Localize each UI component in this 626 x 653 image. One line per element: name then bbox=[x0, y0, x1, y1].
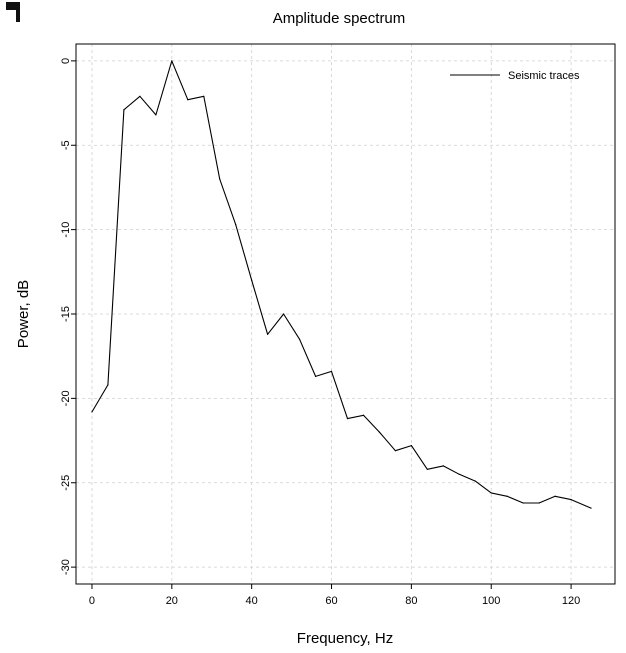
data-point bbox=[378, 431, 381, 433]
data-point bbox=[426, 468, 428, 470]
x-axis-label: Frequency, Hz bbox=[297, 630, 393, 647]
data-point bbox=[346, 418, 349, 420]
data-point bbox=[590, 507, 592, 509]
data-point bbox=[139, 95, 141, 97]
data-point bbox=[570, 499, 572, 501]
x-tick-label: 100 bbox=[482, 595, 500, 607]
data-point bbox=[538, 502, 540, 504]
x-tick-label: 40 bbox=[246, 595, 258, 607]
data-point bbox=[410, 445, 412, 447]
x-tick-label: 60 bbox=[325, 595, 337, 607]
series-layer bbox=[91, 60, 592, 509]
legend-label: Seismic traces bbox=[508, 70, 580, 82]
y-tick-label: -5 bbox=[60, 140, 72, 150]
x-tick-label: 120 bbox=[562, 595, 580, 607]
y-axis: 0 -5 -10 -15 -20 -25 -30 bbox=[60, 58, 76, 575]
chart-title: Amplitude spectrum bbox=[273, 10, 406, 27]
x-tick-label: 0 bbox=[89, 595, 95, 607]
data-point bbox=[155, 114, 157, 116]
data-point bbox=[458, 473, 460, 475]
data-point bbox=[123, 109, 125, 111]
data-point bbox=[522, 502, 524, 504]
data-point bbox=[554, 495, 556, 497]
series-line-seismic-traces bbox=[91, 60, 592, 509]
x-tick-label: 20 bbox=[166, 595, 178, 607]
data-point bbox=[187, 99, 189, 101]
data-point bbox=[394, 450, 397, 452]
y-tick-label: -10 bbox=[60, 222, 72, 238]
data-point bbox=[251, 279, 253, 281]
data-point bbox=[298, 338, 301, 340]
data-point bbox=[235, 223, 237, 226]
y-tick-label: -15 bbox=[60, 306, 72, 322]
data-point bbox=[442, 465, 444, 467]
data-point bbox=[219, 178, 221, 180]
data-point bbox=[91, 411, 93, 413]
y-tick-label: -30 bbox=[60, 559, 72, 575]
data-point bbox=[107, 384, 109, 386]
data-point bbox=[362, 414, 365, 416]
y-tick-label: 0 bbox=[60, 58, 72, 64]
x-axis: 0 20 40 60 80 100 120 bbox=[89, 584, 580, 607]
data-point bbox=[330, 370, 333, 372]
corner-marker bbox=[4, 2, 20, 27]
x-tick-label: 80 bbox=[405, 595, 417, 607]
grid bbox=[76, 44, 615, 584]
data-point bbox=[490, 492, 492, 494]
data-point bbox=[283, 313, 285, 315]
y-tick-label: -25 bbox=[60, 475, 72, 491]
y-tick-label: -20 bbox=[60, 390, 72, 406]
data-point bbox=[203, 95, 205, 97]
data-point bbox=[267, 333, 269, 335]
y-axis-label: Power, dB bbox=[15, 280, 32, 348]
data-point bbox=[171, 60, 173, 62]
data-point bbox=[506, 495, 508, 497]
data-point bbox=[474, 480, 476, 482]
legend: Seismic traces bbox=[450, 70, 580, 82]
data-point bbox=[314, 375, 317, 378]
